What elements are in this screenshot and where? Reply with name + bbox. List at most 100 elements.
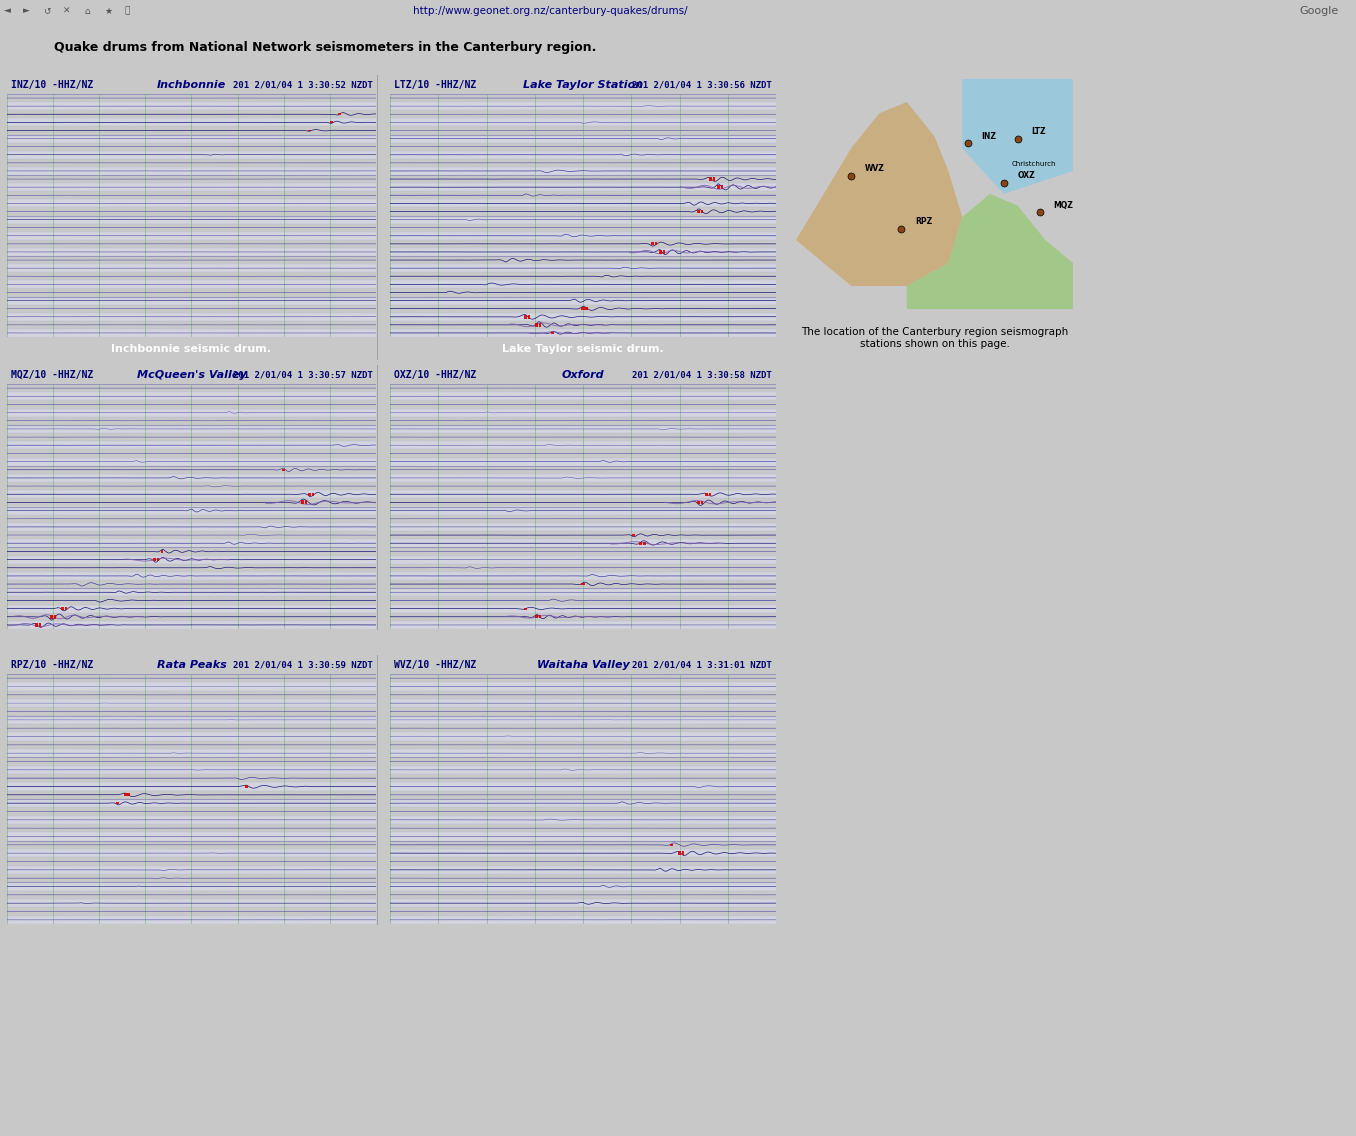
Bar: [7, 799, 376, 808]
Bar: [7, 312, 376, 320]
Text: Lake Taylor seismic drum.: Lake Taylor seismic drum.: [502, 344, 664, 354]
Bar: [391, 312, 776, 320]
Bar: [640, 542, 643, 545]
Text: 201 2/01/04 1 3:30:59 NZDT: 201 2/01/04 1 3:30:59 NZDT: [233, 660, 373, 669]
Bar: [643, 542, 645, 545]
Bar: [705, 493, 708, 495]
Bar: [127, 793, 130, 796]
Bar: [7, 151, 376, 159]
Text: RPZ: RPZ: [915, 217, 933, 226]
Bar: [7, 716, 376, 724]
Text: 201 2/01/04 1 3:30:56 NZDT: 201 2/01/04 1 3:30:56 NZDT: [632, 81, 772, 90]
Bar: [391, 167, 776, 175]
Text: Google: Google: [1299, 6, 1338, 16]
Bar: [391, 916, 776, 924]
Bar: [7, 296, 376, 304]
Polygon shape: [796, 102, 963, 286]
Bar: [301, 500, 304, 504]
Bar: [7, 248, 376, 256]
Text: LTZ/10 -HHZ/NZ: LTZ/10 -HHZ/NZ: [393, 80, 476, 90]
Bar: [540, 616, 541, 618]
Text: 201 2/01/04 1 3:31:01 NZDT: 201 2/01/04 1 3:31:01 NZDT: [632, 660, 772, 669]
Bar: [7, 849, 376, 858]
Text: Inchbonnie seismic drum.: Inchbonnie seismic drum.: [111, 344, 271, 354]
Bar: [678, 852, 681, 854]
Bar: [7, 916, 376, 924]
Text: ↺: ↺: [42, 7, 50, 16]
Polygon shape: [963, 80, 1073, 194]
Bar: [7, 458, 376, 466]
Bar: [7, 474, 376, 482]
Bar: [7, 264, 376, 273]
Bar: [551, 332, 553, 334]
Bar: [391, 296, 776, 304]
Bar: [391, 571, 776, 580]
Text: ✕: ✕: [62, 7, 71, 16]
Bar: [7, 216, 376, 224]
Bar: [391, 409, 776, 417]
Bar: [391, 716, 776, 724]
Bar: [391, 883, 776, 891]
Bar: [7, 604, 376, 612]
Bar: [7, 490, 376, 499]
Bar: [54, 615, 56, 619]
Text: ◄: ◄: [4, 7, 11, 16]
Bar: [312, 493, 315, 495]
Text: Lake Taylor Station: Lake Taylor Station: [523, 80, 643, 90]
Bar: [391, 556, 776, 563]
Bar: [391, 264, 776, 273]
Bar: [632, 534, 635, 536]
Bar: [527, 315, 530, 318]
Bar: [7, 392, 376, 400]
Bar: [7, 134, 376, 143]
Bar: [697, 210, 700, 214]
Bar: [338, 114, 340, 116]
Text: MQZ: MQZ: [1054, 201, 1074, 210]
Bar: [331, 122, 334, 124]
Text: OXZ: OXZ: [1017, 170, 1036, 179]
Bar: [391, 699, 776, 708]
Bar: [7, 833, 376, 841]
Bar: [536, 323, 538, 327]
Bar: [391, 683, 776, 691]
Bar: [308, 130, 311, 132]
Text: OXZ/10 -HHZ/NZ: OXZ/10 -HHZ/NZ: [393, 370, 476, 381]
Bar: [7, 102, 376, 110]
Bar: [7, 329, 376, 337]
Bar: [7, 118, 376, 126]
Bar: [709, 493, 711, 495]
Text: Inchbonnie: Inchbonnie: [157, 80, 226, 90]
Bar: [523, 315, 526, 318]
Bar: [391, 540, 776, 548]
Text: ★: ★: [104, 7, 113, 16]
Polygon shape: [907, 194, 1073, 309]
Text: 201 2/01/04 1 3:30:58 NZDT: 201 2/01/04 1 3:30:58 NZDT: [632, 370, 772, 379]
Bar: [7, 199, 376, 208]
Text: Rata Peaks: Rata Peaks: [157, 660, 226, 670]
Bar: [391, 783, 776, 791]
Text: 201 2/01/04 1 3:30:57 NZDT: 201 2/01/04 1 3:30:57 NZDT: [233, 370, 373, 379]
Text: 201 2/01/04 1 3:30:52 NZDT: 201 2/01/04 1 3:30:52 NZDT: [233, 81, 373, 90]
Text: Christchurch: Christchurch: [1012, 161, 1056, 167]
Text: Quake drums from National Network seismometers in the Canterbury region.: Quake drums from National Network seismo…: [54, 41, 597, 53]
Bar: [536, 616, 538, 618]
Bar: [391, 441, 776, 450]
Text: ⌂: ⌂: [84, 7, 89, 16]
Bar: [697, 501, 700, 504]
Bar: [391, 425, 776, 433]
Bar: [391, 507, 776, 515]
Bar: [540, 323, 541, 327]
Bar: [391, 604, 776, 612]
Bar: [582, 583, 584, 585]
Bar: [7, 540, 376, 548]
Bar: [7, 733, 376, 741]
Bar: [582, 307, 584, 310]
Bar: [153, 558, 156, 561]
Text: INZ/10 -HHZ/NZ: INZ/10 -HHZ/NZ: [11, 80, 94, 90]
Text: The location of the Canterbury region seismograph
stations shown on this page.: The location of the Canterbury region se…: [801, 327, 1069, 349]
Text: WVZ: WVZ: [865, 164, 885, 173]
Bar: [7, 883, 376, 891]
Bar: [7, 783, 376, 791]
Bar: [391, 329, 776, 337]
Bar: [7, 441, 376, 450]
